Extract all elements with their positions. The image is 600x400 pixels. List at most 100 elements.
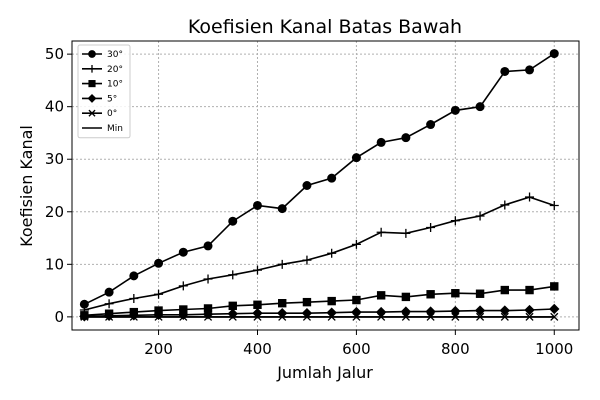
data-point — [549, 49, 559, 59]
data-point — [327, 296, 336, 306]
data-point — [302, 255, 312, 265]
data-point — [302, 297, 312, 307]
axes-ticks: 200 400 600 800 1000 0 10 20 30 40 50 — [45, 45, 573, 358]
data-point — [79, 299, 89, 309]
x-tick-label: 400 — [243, 340, 272, 358]
data-point — [451, 312, 460, 321]
plot-area — [79, 49, 560, 322]
data-point — [425, 306, 436, 317]
data-point — [88, 80, 96, 88]
legend-label: 0° — [107, 109, 117, 119]
data-point — [252, 265, 262, 275]
data-point — [88, 50, 96, 58]
data-point — [401, 292, 411, 302]
data-point — [179, 305, 188, 314]
data-point — [351, 306, 362, 318]
data-point — [104, 309, 114, 318]
data-point — [524, 304, 535, 316]
data-point — [178, 281, 188, 291]
data-point — [88, 109, 96, 117]
data-point — [426, 223, 436, 233]
series-5° — [79, 303, 560, 322]
data-point — [80, 311, 89, 320]
y-tick-label: 10 — [45, 255, 64, 273]
data-point — [203, 304, 213, 313]
data-point — [426, 120, 436, 130]
data-point — [277, 259, 287, 269]
data-point — [550, 312, 559, 321]
data-point — [525, 192, 535, 202]
data-point — [277, 307, 288, 319]
data-point — [104, 299, 114, 309]
data-point — [327, 248, 337, 258]
data-point — [228, 270, 238, 280]
legend-item: 30° — [82, 50, 123, 60]
data-point — [154, 289, 164, 299]
x-tick-label: 1000 — [535, 340, 573, 358]
data-point — [375, 306, 387, 318]
series-line — [84, 196, 555, 311]
data-point — [475, 289, 485, 298]
data-point — [129, 271, 139, 281]
data-point — [301, 307, 313, 319]
data-point — [129, 307, 139, 317]
legend-label: Min — [107, 124, 123, 134]
data-point — [400, 306, 412, 317]
data-point — [376, 227, 386, 237]
y-tick-label: 50 — [45, 45, 64, 63]
data-point — [450, 305, 461, 317]
legend-item: Min — [82, 124, 123, 134]
data-point — [351, 239, 361, 249]
y-tick-label: 0 — [54, 308, 64, 326]
data-point — [500, 66, 510, 76]
series-20° — [79, 192, 559, 315]
x-tick-label: 200 — [144, 340, 173, 358]
legend-item: 5° — [82, 93, 117, 104]
chart-title: Koefisien Kanal Batas Bawah — [188, 16, 462, 38]
legend-label: 10° — [107, 80, 123, 90]
y-tick-label: 40 — [45, 98, 64, 116]
series-30° — [79, 49, 559, 309]
legend-item: 10° — [82, 80, 123, 90]
data-point — [474, 305, 486, 316]
data-point — [549, 303, 560, 315]
data-point — [525, 312, 534, 321]
data-point — [228, 301, 237, 311]
data-point — [352, 295, 361, 305]
data-point — [253, 300, 262, 309]
data-point — [302, 181, 312, 190]
data-point — [252, 307, 263, 319]
data-point — [476, 312, 485, 321]
legend-item: 20° — [82, 65, 123, 75]
series-line — [84, 52, 555, 306]
data-point — [376, 137, 386, 147]
data-point — [450, 105, 460, 115]
data-point — [550, 282, 559, 291]
legend: 30° 20° 10° 5° 0° Min — [77, 44, 131, 139]
legend-item: 0° — [82, 109, 117, 119]
data-point — [525, 65, 535, 75]
data-point — [401, 312, 410, 321]
y-tick-label: 30 — [45, 150, 64, 168]
data-point — [500, 200, 510, 210]
legend-label: 30° — [107, 50, 123, 60]
data-point — [549, 200, 559, 210]
data-point — [129, 293, 139, 303]
data-point — [401, 228, 411, 238]
data-point — [104, 287, 114, 297]
y-axis-label: Koefisien Kanal — [17, 125, 36, 247]
data-point — [451, 289, 460, 298]
data-point — [500, 285, 510, 295]
data-point — [154, 258, 164, 268]
data-point — [252, 200, 262, 210]
data-point — [475, 211, 485, 221]
data-point — [351, 153, 361, 163]
legend-label: 5° — [107, 94, 117, 104]
data-point — [327, 173, 337, 183]
data-point — [178, 247, 188, 257]
data-point — [401, 133, 411, 143]
x-tick-label: 600 — [342, 340, 371, 358]
data-point — [376, 291, 386, 300]
data-point — [203, 241, 213, 251]
